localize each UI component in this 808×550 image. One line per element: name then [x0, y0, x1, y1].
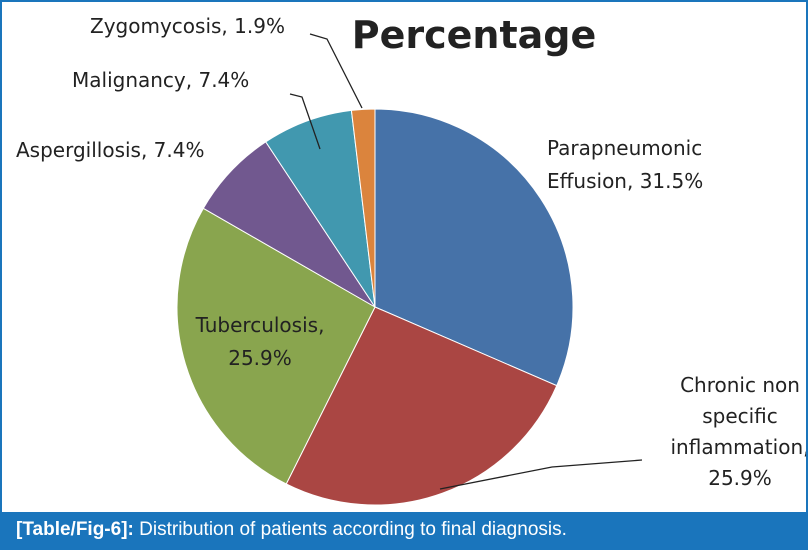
- slice-label-line: Effusion, 31.5%: [547, 169, 703, 193]
- slice-label-line: 25.9%: [228, 346, 292, 370]
- slice-labels: Parapneumonic Effusion, 31.5% Chronic non s…: [16, 14, 808, 490]
- pie-slice: [350, 108, 376, 308]
- leader-line: [439, 459, 643, 490]
- slice-label-line: Zygomycosis, 1.9%: [90, 14, 285, 38]
- slice-label: Chronic non specific inflammation, 25.9%: [671, 373, 806, 490]
- slice-label: Malignancy, 7.4%: [72, 68, 249, 92]
- slice-label: Tuberculosis, 25.9%: [195, 313, 325, 370]
- leader-lines: [289, 33, 643, 490]
- caption-text: Distribution of patients according to fi…: [139, 519, 567, 540]
- slice-label-line: specific: [702, 404, 778, 428]
- slice-label: Aspergillosis, 7.4%: [16, 138, 205, 162]
- pie-slice: [374, 108, 574, 387]
- figure-caption: [Table/Fig-6]: Distribution of patients …: [2, 512, 806, 548]
- chart-title: Percentage: [352, 13, 597, 57]
- slice-label: Parapneumonic Effusion, 31.5%: [547, 136, 703, 193]
- slice-label-line: Chronic non: [680, 373, 800, 397]
- slice-label-line: Aspergillosis, 7.4%: [16, 138, 205, 162]
- pie-slice: [176, 207, 376, 485]
- pie-slice: [285, 306, 558, 506]
- slice-label-line: Parapneumonic: [547, 136, 702, 160]
- caption-tag: [Table/Fig-6]:: [16, 519, 134, 540]
- slice-label-line: 25.9%: [708, 466, 772, 490]
- pie-chart: Percentage Parapneumonic Effusion, 31.5% C…: [16, 13, 808, 506]
- chart-area: Percentage Parapneumonic Effusion, 31.5% C…: [2, 2, 808, 512]
- slice-label-line: Malignancy, 7.4%: [72, 68, 249, 92]
- pie-slices: [176, 108, 574, 506]
- leader-line: [309, 33, 363, 109]
- leader-line: [289, 93, 321, 150]
- slice-label: Zygomycosis, 1.9%: [90, 14, 285, 38]
- slice-label-line: Tuberculosis,: [195, 313, 325, 337]
- slice-label-line: inflammation,: [671, 435, 806, 459]
